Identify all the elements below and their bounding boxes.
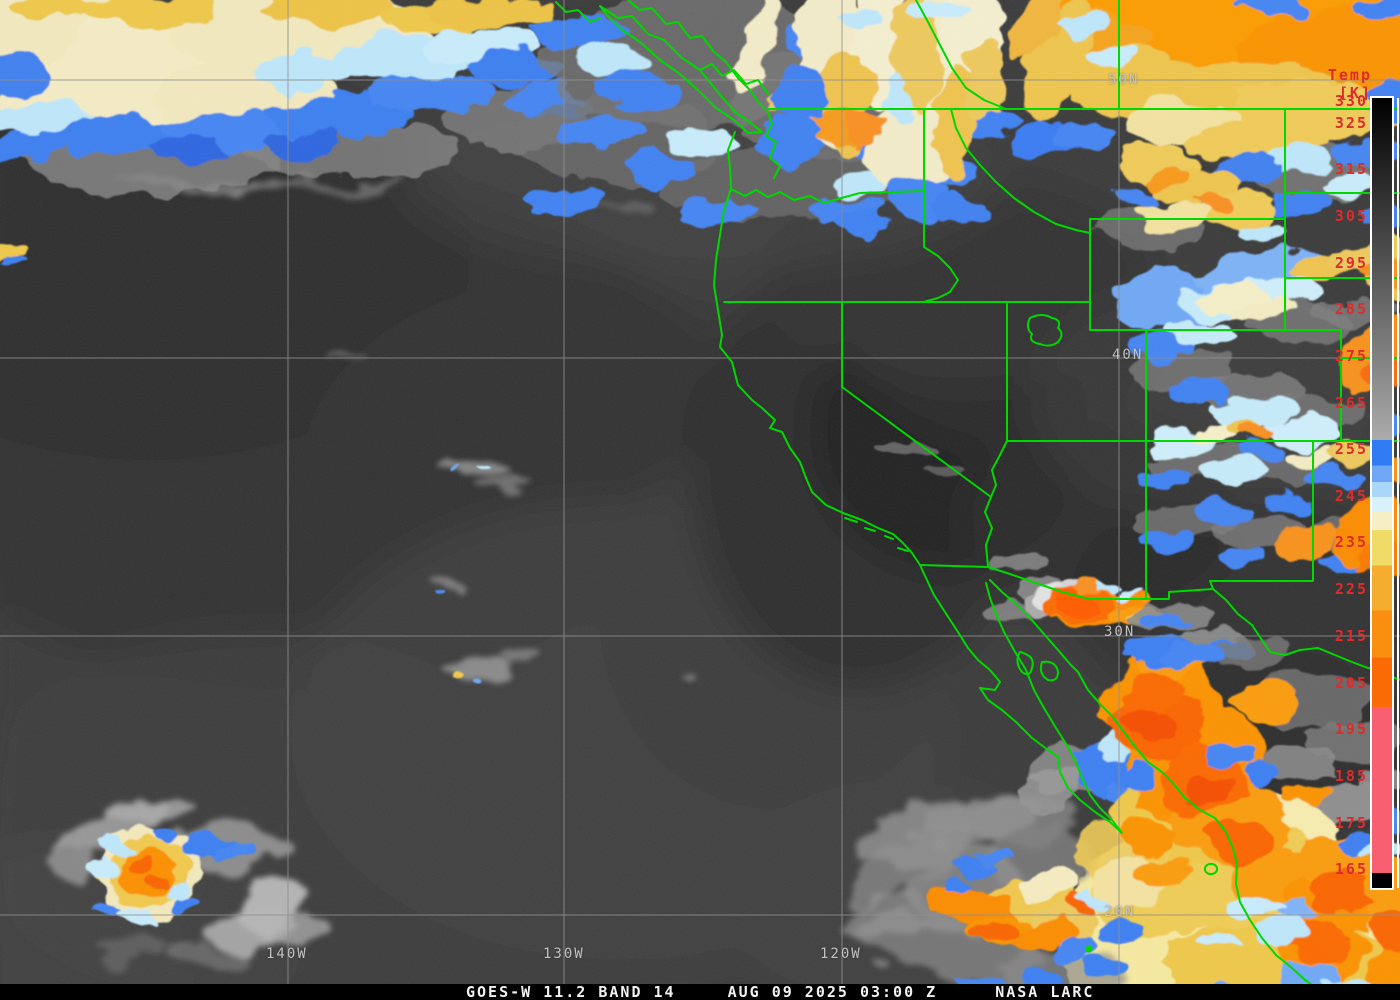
colorbar-tick-label: 265 <box>1334 394 1368 412</box>
colorbar-tick-label: 325 <box>1334 114 1368 132</box>
colorbar-tick-label: 285 <box>1334 300 1368 318</box>
colorbar-tick-label: 295 <box>1334 254 1368 272</box>
colorbar-tick-label: 255 <box>1334 440 1368 458</box>
colorbar-tick-label: 225 <box>1334 580 1368 598</box>
grid-label: 140W <box>266 946 308 962</box>
colorbar-tick-label: 215 <box>1334 627 1368 645</box>
temperature-colorbar <box>1370 96 1394 890</box>
colorbar-tick-label: 315 <box>1334 160 1368 178</box>
caption-credit-label: NASA LARC <box>995 983 1095 1000</box>
colorbar-tick-label: 275 <box>1334 347 1368 365</box>
colorbar-tick-label: 245 <box>1334 487 1368 505</box>
grid-label: 120W <box>820 946 862 962</box>
colorbar-title: Temp [K] <box>1327 66 1372 102</box>
colorbar-right-edge-line <box>1397 98 1399 888</box>
grid-label: 30N <box>1104 624 1136 640</box>
colorbar-tick-label: 235 <box>1334 533 1368 551</box>
colorbar-tick-label: 195 <box>1334 720 1368 738</box>
colorbar-tick-label: 175 <box>1334 814 1368 832</box>
caption-product-label: GOES-W 11.2 BAND 14 <box>466 983 676 1000</box>
colorbar-tick-label: 185 <box>1334 767 1368 785</box>
colorbar-tick-label: 330 <box>1334 92 1368 110</box>
colorbar-tick-label: 305 <box>1334 207 1368 225</box>
colorbar-tick-label: 205 <box>1334 674 1368 692</box>
caption-bar: GOES-W 11.2 BAND 14 AUG 09 2025 03:00 Z … <box>0 983 1400 1000</box>
caption-datetime-label: AUG 09 2025 03:00 Z <box>727 983 938 1000</box>
grid-label: 50N <box>1108 72 1140 88</box>
grid-label: 20N <box>1104 904 1136 920</box>
grid-label: 130W <box>543 946 585 962</box>
colorbar-tick-label: 165 <box>1334 860 1368 878</box>
grid-label: 40N <box>1112 347 1144 363</box>
